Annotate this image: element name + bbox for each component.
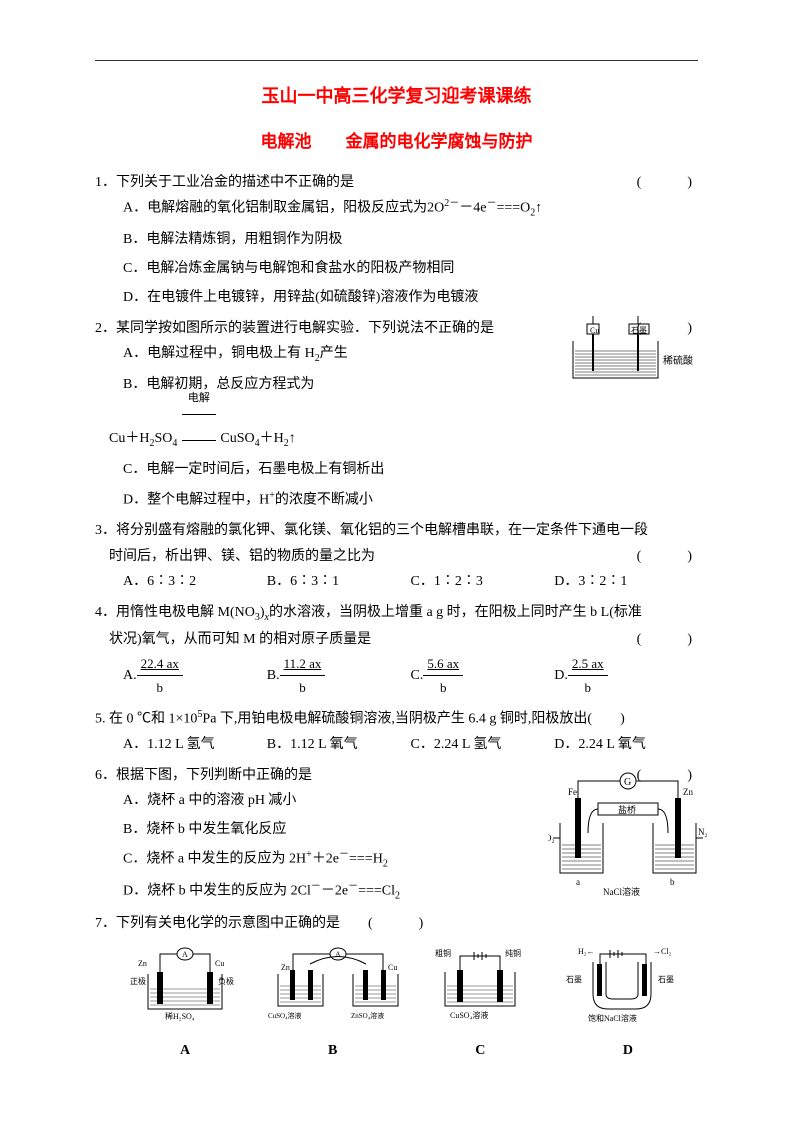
q7-label-d: D [558, 1038, 698, 1063]
q1-paren: ( ) [637, 170, 698, 195]
svg-text:G: G [624, 777, 631, 788]
q1-opt-d: D．在电镀件上电镀锌，用锌盐(如硫酸锌)溶液作为电镀液 [95, 285, 698, 310]
q3-opt-d: D．3∶2∶1 [554, 569, 698, 594]
svg-text:Zn: Zn [281, 963, 290, 972]
svg-text:Zn: Zn [683, 787, 693, 797]
svg-text:饱和NaCl溶液: 饱和NaCl溶液 [588, 1013, 637, 1023]
q4-opt-d: D.2.5 axb [554, 652, 698, 700]
svg-text:CuSO₄溶液: CuSO₄溶液 [450, 1010, 488, 1020]
q3-options: A．6∶3∶2 B．6∶3∶1 C．1∶2∶3 D．3∶2∶1 [95, 569, 698, 594]
q1-opt-c: C．电解冶炼金属钠与电解饱和食盐水的阳极产物相同 [95, 256, 698, 281]
svg-text:稀H₂SO₄: 稀H₂SO₄ [165, 1011, 195, 1021]
q3-paren: ( ) [637, 544, 698, 569]
q5-stem: 5. 在 0 ℃和 1×105Pa 下,用铂电极电解硫酸铜溶液,当阴极产生 6.… [95, 706, 698, 732]
svg-text:O₂: O₂ [548, 833, 555, 843]
q7-label-c: C [410, 1038, 550, 1063]
question-3: 3．将分别盛有熔融的氯化钾、氯化镁、氧化铝的三个电解槽串联，在一定条件下通电一段… [95, 518, 698, 594]
q7-paren: ( ) [368, 916, 429, 931]
svg-text:NaCl溶液: NaCl溶液 [603, 886, 640, 897]
svg-text:Zn: Zn [138, 959, 147, 968]
q5-opt-c: C．2.24 L 氢气 [411, 732, 555, 757]
q1-stem: 1．下列关于工业冶金的描述中不正确的是 [95, 170, 637, 195]
svg-text:H₂←: H₂← [578, 947, 595, 956]
svg-text:A: A [335, 950, 341, 959]
svg-text:N₂: N₂ [698, 827, 708, 837]
svg-text:Cu: Cu [215, 959, 224, 968]
q5-options: A．1.12 L 氢气 B．1.12 L 氧气 C．2.24 L 氢气 D．2.… [95, 732, 698, 757]
q4-opt-c: C.5.6 axb [411, 652, 555, 700]
q2-opt-c: C．电解一定时间后，石墨电极上有铜析出 [95, 457, 698, 482]
q4-stem2: 状况)氧气，从而可知 M 的相对原子质量是 [109, 627, 637, 652]
svg-text:石墨: 石墨 [566, 975, 582, 984]
svg-text:粗铜: 粗铜 [435, 948, 451, 958]
title-main: 玉山一中高三化学复习迎考课课练 [95, 80, 698, 112]
q4-stem1: 4．用惰性电极电解 M(NO3)x的水溶液，当阴极上增重 a g 时，在阳极上同… [95, 600, 698, 627]
q3-stem2: 时间后，析出钾、镁、铝的物质的量之比为 [109, 544, 637, 569]
header-rule [95, 60, 698, 61]
svg-text:正极: 正极 [130, 976, 146, 986]
q1-opt-b: B．电解法精炼铜，用粗铜作为阴极 [95, 227, 698, 252]
question-7: 7．下列有关电化学的示意图中正确的是 ( ) A Zn Cu 正极 负极 [95, 911, 698, 1063]
title-sub: 电解池 金属的电化学腐蚀与防护 [95, 127, 698, 158]
q2-stem: 2．某同学按如图所示的装置进行电解实验．下列说法不正确的是 [95, 316, 637, 341]
q2-label-liquid: 稀硫酸 [663, 354, 693, 367]
q2-label-graphite: 石墨 [631, 326, 647, 335]
question-1: 1．下列关于工业冶金的描述中不正确的是 ( ) A．电解熔融的氧化铝制取金属铝，… [95, 170, 698, 310]
question-6: 6．根据下图，下列判断中正确的是 ( ) A．烧杯 a 中的溶液 pH 减小 B… [95, 763, 698, 905]
q7-label-a: A [115, 1038, 255, 1063]
svg-text:石墨: 石墨 [658, 975, 674, 984]
q5-opt-d: D．2.24 L 氧气 [554, 732, 698, 757]
q5-opt-a: A．1.12 L 氢气 [123, 732, 267, 757]
question-5: 5. 在 0 ℃和 1×105Pa 下,用铂电极电解硫酸铜溶液,当阴极产生 6.… [95, 706, 698, 757]
q4-opt-a: A.22.4 axb [123, 652, 267, 700]
q3-stem1: 3．将分别盛有熔融的氯化钾、氯化镁、氧化铝的三个电解槽串联，在一定条件下通电一段 [95, 518, 698, 543]
q2-label-cu: Cu [590, 326, 599, 335]
q3-opt-b: B．6∶3∶1 [267, 569, 411, 594]
q7-cell-d: H₂← →Cl₂ 石墨 石墨 饱和NaCl溶液 D [558, 944, 698, 1062]
svg-text:CuSO₄溶液: CuSO₄溶液 [268, 1011, 302, 1020]
svg-text:盐桥: 盐桥 [618, 804, 636, 815]
svg-text:A: A [182, 950, 188, 959]
q7-cell-b: A Zn Cu CuSO₄溶液 ZnSO₄ [263, 944, 403, 1062]
svg-text:Cu: Cu [388, 963, 397, 972]
svg-text:a: a [576, 877, 580, 887]
q3-opt-a: A．6∶3∶2 [123, 569, 267, 594]
question-2: 2．某同学按如图所示的装置进行电解实验．下列说法不正确的是 ( ) A．电解过程… [95, 316, 698, 512]
q7-cell-a: A Zn Cu 正极 负极 稀H₂SO₄ A [115, 944, 255, 1062]
svg-text:→Cl₂: →Cl₂ [653, 947, 672, 956]
q7-stem: 7．下列有关电化学的示意图中正确的是 [95, 916, 340, 931]
q5-opt-b: B．1.12 L 氧气 [267, 732, 411, 757]
svg-text:负极: 负极 [218, 976, 234, 986]
q2-opt-d: D．整个电解过程中，H+的浓度不断减小 [95, 487, 698, 513]
q1-opt-a: A．电解熔融的氧化铝制取金属铝，阳极反应式为2O2－－4e－===O2↑ [95, 195, 698, 222]
question-4: 4．用惰性电极电解 M(NO3)x的水溶液，当阴极上增重 a g 时，在阳极上同… [95, 600, 698, 700]
svg-text:ZnSO₄溶液: ZnSO₄溶液 [351, 1011, 384, 1020]
q4-opt-b: B.11.2 axb [267, 652, 411, 700]
q7-stem-line: 7．下列有关电化学的示意图中正确的是 ( ) [95, 911, 698, 936]
q2-diagram: Cu 石墨 稀硫酸 [563, 316, 698, 401]
svg-text:b: b [670, 877, 675, 887]
q7-diagram: A Zn Cu 正极 负极 稀H₂SO₄ A A [95, 944, 698, 1062]
q7-label-b: B [263, 1038, 403, 1063]
q6-diagram: G Fe Zn 盐桥 O₂ a N₂ [548, 763, 708, 913]
svg-text:纯铜: 纯铜 [505, 948, 521, 958]
q2-equation: Cu＋H2SO4 电解 CuSO4＋H2↑ [95, 401, 698, 453]
q4-paren: ( ) [637, 627, 698, 652]
svg-text:Fe: Fe [568, 787, 577, 797]
q4-options: A.22.4 axb B.11.2 axb C.5.6 axb D.2.5 ax… [95, 652, 698, 700]
q3-opt-c: C．1∶2∶3 [411, 569, 555, 594]
q7-cell-c: 粗铜 纯铜 CuSO₄溶液 C [410, 944, 550, 1062]
